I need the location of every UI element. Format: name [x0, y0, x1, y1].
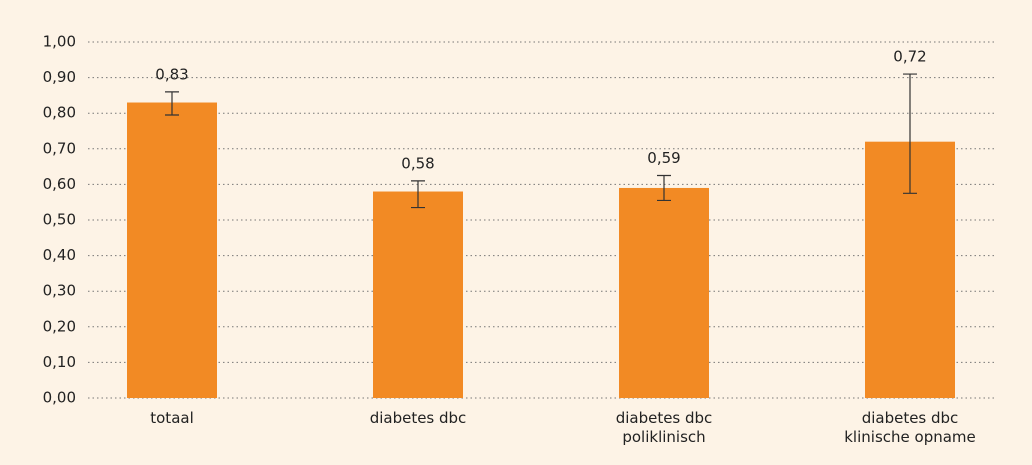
y-tick-label: 0,50: [43, 211, 76, 229]
y-tick-label: 0,90: [43, 68, 76, 86]
value-label: 0,58: [401, 154, 434, 172]
y-tick-label: 0,20: [43, 317, 76, 335]
error-bar: [657, 174, 671, 202]
value-label: 0,72: [893, 48, 926, 66]
x-tick-label-line: diabetes dbc: [862, 409, 959, 427]
x-tick-label-line: diabetes dbc: [616, 409, 713, 427]
x-tick-label: totaal: [150, 409, 194, 427]
y-tick-label: 0,00: [43, 389, 76, 407]
y-tick-label: 0,70: [43, 139, 76, 157]
x-tick-label-line: totaal: [150, 409, 194, 427]
y-tick-label: 0,30: [43, 282, 76, 300]
error-bar: [903, 73, 917, 194]
x-tick-label-line: poliklinisch: [622, 428, 705, 446]
x-tick-label-line: diabetes dbc: [370, 409, 467, 427]
y-tick-label: 0,60: [43, 175, 76, 193]
bar: [373, 191, 463, 398]
y-tick-label: 0,10: [43, 353, 76, 371]
x-tick-label: diabetes dbc poliklinisch: [616, 409, 713, 446]
error-bar: [411, 180, 425, 209]
value-label: 0,83: [155, 65, 188, 83]
y-tick-label: 0,80: [43, 104, 76, 122]
error-bar: [165, 91, 179, 116]
y-tick-label: 0,40: [43, 246, 76, 264]
bar: [127, 102, 217, 399]
y-tick-label: 1,00: [43, 33, 76, 51]
x-tick-label: diabetes dbc: [370, 409, 467, 427]
value-label: 0,59: [647, 149, 680, 167]
x-tick-label: diabetes dbc klinische opname: [844, 409, 976, 446]
bar: [619, 187, 709, 398]
x-tick-label-line: klinische opname: [844, 428, 976, 446]
